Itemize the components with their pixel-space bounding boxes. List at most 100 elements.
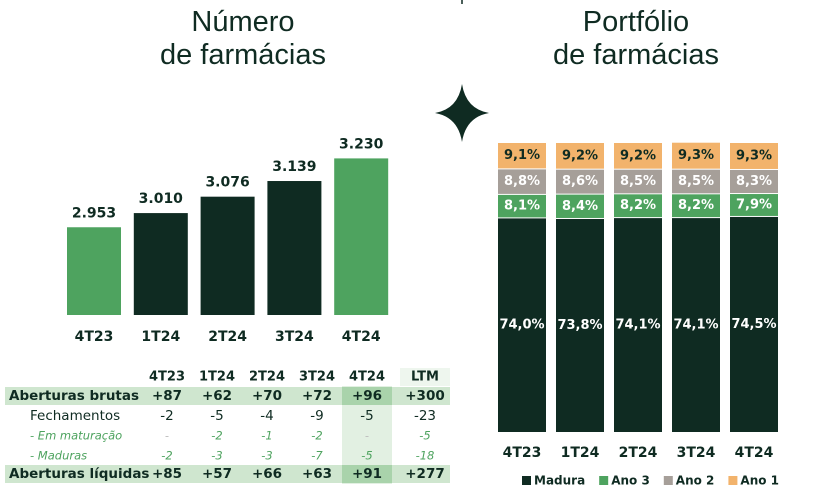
bar <box>267 181 322 315</box>
table-cell: -2 <box>160 408 173 424</box>
x-tick-label: 4T24 <box>735 445 774 461</box>
value-label: 3.010 <box>139 191 184 207</box>
value-label: 74,0% <box>499 318 544 333</box>
legend-label: Ano 3 <box>611 474 650 488</box>
value-label: 9,1% <box>504 148 540 163</box>
table-cell: +85 <box>152 466 182 482</box>
bar-segment <box>556 143 604 169</box>
table-cell: +66 <box>252 466 282 482</box>
bar-segment <box>730 194 778 216</box>
bar <box>334 158 389 315</box>
legend-label: Ano 2 <box>676 474 715 488</box>
legend-label: Ano 1 <box>740 474 779 488</box>
value-label: 8,8% <box>504 174 540 189</box>
table-cell: -2 <box>161 449 172 463</box>
value-label: 8,4% <box>562 199 598 214</box>
cell-highlight <box>342 465 392 483</box>
table-cell: -2 <box>211 429 222 443</box>
table-cell: +72 <box>302 388 332 404</box>
column-header: 2T24 <box>249 370 285 385</box>
column-header: 4T24 <box>349 370 385 385</box>
row-highlight <box>5 465 450 483</box>
chart-title: Portfólio de farmácias <box>552 6 719 71</box>
table-cell: -4 <box>260 408 273 424</box>
legend-swatch <box>728 476 738 485</box>
row-label: - Maduras <box>30 449 87 463</box>
bar-segment <box>556 169 604 194</box>
bar-segment <box>672 218 720 432</box>
table-cell: +87 <box>152 388 182 404</box>
x-tick-label: 4T23 <box>75 329 114 345</box>
table-cell: +70 <box>252 388 282 404</box>
legend-swatch <box>522 476 531 485</box>
legend-swatch <box>663 476 673 485</box>
table-cell: +57 <box>202 466 232 482</box>
row-label: Fechamentos <box>30 408 120 424</box>
value-label: 3.230 <box>339 136 384 152</box>
x-tick-label: 2T24 <box>619 445 658 461</box>
bar-segment <box>556 194 604 218</box>
x-tick-label: 3T24 <box>275 329 314 345</box>
column-header: LTM <box>411 370 439 385</box>
value-label: 9,2% <box>620 148 656 163</box>
table-cell: - <box>365 429 369 443</box>
x-tick-label: 4T23 <box>503 445 542 461</box>
value-label: 9,2% <box>562 148 598 163</box>
value-label: 74,1% <box>673 318 718 333</box>
table-cell: - <box>165 429 169 443</box>
value-label: 74,5% <box>731 317 776 332</box>
column-header: 3T24 <box>299 370 335 385</box>
bar-segment <box>614 218 662 432</box>
x-tick-label: 1T24 <box>141 329 180 345</box>
bar-segment <box>498 194 546 218</box>
table-cell: +300 <box>405 388 445 404</box>
table-cell: -5 <box>360 408 373 424</box>
bar-segment <box>498 143 546 169</box>
value-label: 9,3% <box>678 148 714 163</box>
table-cell: -23 <box>414 408 436 424</box>
value-label: 8,2% <box>620 198 656 213</box>
table-cell: -1 <box>261 429 272 443</box>
table-cell: -18 <box>416 449 435 463</box>
bar-segment <box>614 169 662 194</box>
star-ornament <box>435 84 489 142</box>
table-cell: +91 <box>352 466 382 482</box>
table-cell: +62 <box>202 388 232 404</box>
table-cell: -5 <box>210 408 223 424</box>
table-cell: +277 <box>405 466 445 482</box>
bar-segment <box>556 218 604 432</box>
table-cell: -5 <box>419 429 430 443</box>
column-header: 1T24 <box>199 370 235 385</box>
value-label: 3.076 <box>205 175 249 191</box>
chart-title: Número de farmácias <box>159 6 326 71</box>
row-highlight <box>5 387 450 405</box>
row-label: Aberturas líquidas <box>9 466 149 482</box>
value-label: 8,2% <box>678 198 714 213</box>
value-label: 8,5% <box>678 174 714 189</box>
bar-segment <box>498 169 546 194</box>
legend-label: Madura <box>534 474 585 488</box>
table-cell: -5 <box>361 449 372 463</box>
bar-segment <box>730 169 778 194</box>
table-cell: -3 <box>211 449 222 463</box>
bar-segment <box>672 194 720 218</box>
bar-segment <box>672 169 720 194</box>
value-label: 8,1% <box>504 199 540 214</box>
value-label: 7,9% <box>736 197 772 212</box>
bar <box>67 227 121 315</box>
table-cell: -3 <box>261 449 272 463</box>
x-tick-label: 1T24 <box>561 445 600 461</box>
column-highlight <box>400 368 450 386</box>
column-header: 4T23 <box>149 370 185 385</box>
legend-swatch <box>599 476 609 485</box>
value-label: 8,5% <box>620 174 656 189</box>
value-label: 73,8% <box>557 318 602 333</box>
table-cell: +96 <box>352 388 382 404</box>
x-tick-label: 4T24 <box>342 329 381 345</box>
x-tick-label: 2T24 <box>208 329 247 345</box>
bar <box>200 196 255 315</box>
bar-segment <box>614 143 662 169</box>
row-label: Aberturas brutas <box>9 388 139 404</box>
